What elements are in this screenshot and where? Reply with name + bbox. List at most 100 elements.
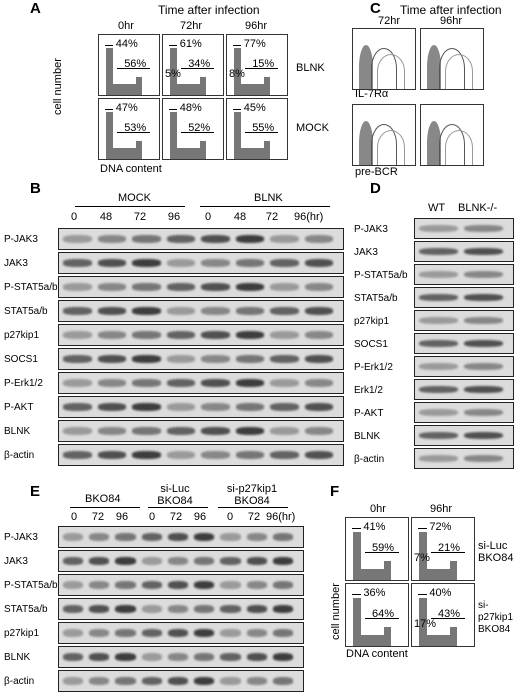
lane-label: 72 xyxy=(247,511,261,523)
blot-row-label: Erk1/2 xyxy=(354,384,383,396)
lane-label: 0 xyxy=(226,511,234,523)
gate-marker xyxy=(117,68,150,69)
gate-top-percent: 61% xyxy=(179,38,202,50)
blot-row-label: BLNK xyxy=(354,430,381,442)
blot-strip xyxy=(58,622,304,644)
panel-d-lane-1: BLNK-/- xyxy=(458,202,498,214)
panel-c-marker-0: IL-7Rα xyxy=(355,88,389,100)
histogram-g2-peak xyxy=(264,141,271,159)
panel-b-group-0: MOCK xyxy=(118,192,151,204)
blot-band xyxy=(63,331,92,339)
blot-band xyxy=(132,403,161,411)
gate-marker xyxy=(245,68,278,69)
blot-strip xyxy=(58,348,344,370)
histogram-g1-peak xyxy=(419,597,427,646)
blot-band xyxy=(201,451,230,459)
filled-isotype-peak xyxy=(427,45,441,89)
panel-c-time-0: 72hr xyxy=(378,15,401,27)
gate-mid-percent: 43% xyxy=(438,607,461,620)
histogram-s-phase xyxy=(113,84,138,95)
blot-band xyxy=(132,427,161,435)
gate-marker xyxy=(181,68,214,69)
panel-c-label: C xyxy=(370,0,381,17)
panel-e-lanes: 0 72 96 0 72 96 0 72 96(hr) xyxy=(62,511,302,525)
flow-overlay-plot xyxy=(420,28,484,90)
blot-row-label: P-STAT5a/b xyxy=(354,269,408,281)
blot-row-label: JAK3 xyxy=(4,258,28,269)
panel-f-xlabel: DNA content xyxy=(346,648,408,660)
panel-a-xlabel: DNA content xyxy=(100,163,162,175)
blot-band xyxy=(97,283,126,291)
panel-f-ylabel: cell number xyxy=(330,583,342,640)
blot-band xyxy=(89,677,110,685)
panel-d-label: D xyxy=(370,180,381,197)
lane-label: 72 xyxy=(91,511,105,523)
blot-strip xyxy=(414,425,514,446)
blot-band xyxy=(201,427,230,435)
blot-band xyxy=(272,677,293,685)
filled-isotype-peak xyxy=(427,121,441,165)
blot-band xyxy=(272,629,293,637)
panel-a-label: A xyxy=(30,0,41,17)
panel-f-time-1: 96hr xyxy=(430,503,453,515)
blot-strip xyxy=(414,448,514,469)
blot-band xyxy=(419,409,458,416)
histogram-s-phase xyxy=(241,84,266,95)
lane-label: 96 xyxy=(167,211,181,223)
blot-band xyxy=(246,605,267,613)
blot-band xyxy=(166,283,195,291)
histogram-g2-peak xyxy=(136,141,143,159)
blot-row-label: STAT5a/b xyxy=(354,292,398,304)
blot-band xyxy=(464,455,503,462)
blot-strip xyxy=(58,444,344,466)
lane-label: 96 xyxy=(115,511,129,523)
blot-band xyxy=(141,533,162,541)
panel-a-row-0-name: BLNK xyxy=(296,62,325,74)
histogram-plot: 72% 21% 7% xyxy=(411,517,475,581)
gate-marker xyxy=(364,552,399,554)
gate-marker xyxy=(430,552,465,554)
lane-label: 96(hr) xyxy=(294,211,324,223)
blot-band xyxy=(115,581,136,589)
blot-band xyxy=(89,557,110,565)
blot-band xyxy=(201,403,230,411)
blot-row-label: p27kip1 xyxy=(354,315,390,327)
lane-label: 72 xyxy=(133,211,147,223)
gate-top-percent: 47% xyxy=(115,102,138,114)
histogram-s-phase xyxy=(360,634,386,646)
panel-d-blots: P-JAK3 JAK3 P-STAT5a/b STAT5a/b p27kip1 SOCS1… xyxy=(354,218,520,473)
panel-a-time-0: 0hr xyxy=(118,20,134,32)
gate-top-percent: 36% xyxy=(363,587,386,599)
blot-row-label: P-STAT5a/b xyxy=(4,580,58,591)
histogram-g1-peak xyxy=(234,112,242,159)
blot-band xyxy=(419,248,458,255)
blot-band xyxy=(220,533,241,541)
gate-low-percent: 8% xyxy=(229,68,245,80)
gate-marker xyxy=(169,109,178,110)
blot-band xyxy=(270,235,299,243)
gate-marker xyxy=(352,594,361,595)
blot-band xyxy=(89,653,110,661)
gate-top-percent: 72% xyxy=(429,521,452,533)
blot-band xyxy=(89,629,110,637)
blot-strip xyxy=(414,356,514,377)
blot-band xyxy=(194,533,215,541)
gate-marker xyxy=(430,618,465,620)
blot-band xyxy=(194,629,215,637)
blot-band xyxy=(89,533,110,541)
panel-b-label: B xyxy=(30,180,41,197)
blot-band xyxy=(270,427,299,435)
blot-band xyxy=(63,581,84,589)
blot-band xyxy=(235,331,264,339)
panel-b-group-1-line xyxy=(200,206,330,207)
blot-band xyxy=(132,283,161,291)
blot-band xyxy=(132,307,161,315)
lane-label: 48 xyxy=(99,211,113,223)
blot-band xyxy=(166,379,195,387)
gate-marker xyxy=(418,528,427,529)
histogram-plot: 36% 64% xyxy=(345,583,409,647)
blot-band xyxy=(419,225,458,232)
blot-row-label: STAT5a/b xyxy=(4,306,48,317)
blot-band xyxy=(63,451,92,459)
panel-f-time-0: 0hr xyxy=(370,503,386,515)
